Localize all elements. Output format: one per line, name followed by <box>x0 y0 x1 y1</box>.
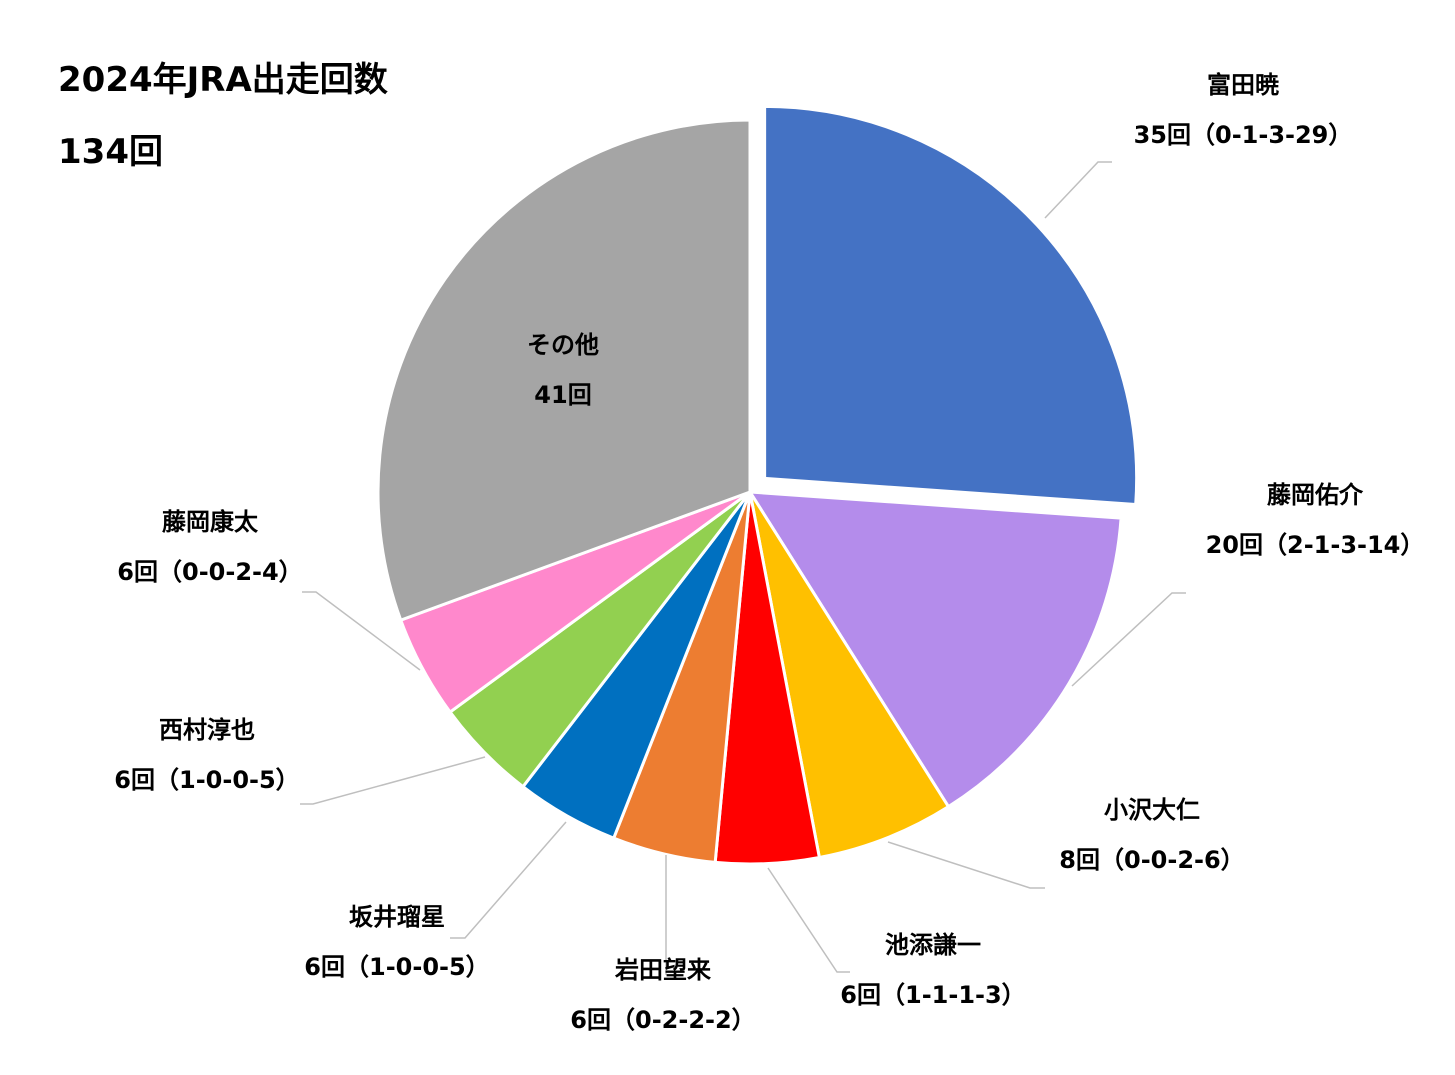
pie-slice-1[interactable] <box>763 104 1139 507</box>
slice-value-label-5: 6回（0-2-2-2） <box>570 1006 755 1034</box>
leader-line-1 <box>1044 161 1112 219</box>
leader-line-6 <box>450 821 567 939</box>
leader-line-8 <box>302 591 421 671</box>
slice-name-label-8: 藤岡康太 <box>162 508 259 536</box>
slice-value-label-4: 6回（1-1-1-3） <box>840 981 1025 1009</box>
slice-name-label-4: 池添謙一 <box>885 931 981 959</box>
slice-name-label-1: 富田暁 <box>1207 71 1279 99</box>
slice-name-label-3: 小沢大仁 <box>1104 796 1200 824</box>
slice-value-label-7: 6回（1-0-0-5） <box>114 766 299 794</box>
leader-line-2 <box>1071 592 1186 687</box>
slice-value-label-3: 8回（0-0-2-6） <box>1059 846 1244 874</box>
pie-slices <box>376 104 1139 866</box>
slice-name-label-6: 坂井瑠星 <box>349 903 445 931</box>
slice-value-label-1: 35回（0-1-3-29） <box>1134 121 1353 149</box>
leader-line-7 <box>300 756 486 805</box>
slice-value-label-6: 6回（1-0-0-5） <box>304 953 489 981</box>
slice-name-label-9: その他 <box>527 331 599 359</box>
pie-slice-9[interactable] <box>376 118 752 622</box>
slice-value-label-9: 41回 <box>534 381 591 409</box>
chart-title: 2024年JRA出走回数 <box>58 60 388 100</box>
slice-value-label-8: 6回（0-0-2-4） <box>117 558 302 586</box>
slice-name-label-2: 藤岡佑介 <box>1267 481 1364 509</box>
slice-value-label-2: 20回（2-1-3-14） <box>1206 531 1425 559</box>
pie-slice-3[interactable] <box>748 490 950 859</box>
pie-slice-2[interactable] <box>748 490 1123 809</box>
slice-name-label-7: 西村淳也 <box>159 716 255 744</box>
leader-line-3 <box>887 841 1045 889</box>
leader-line-4 <box>767 867 850 973</box>
slice-name-label-5: 岩田望来 <box>614 956 712 984</box>
chart-subtitle: 134回 <box>58 132 163 172</box>
